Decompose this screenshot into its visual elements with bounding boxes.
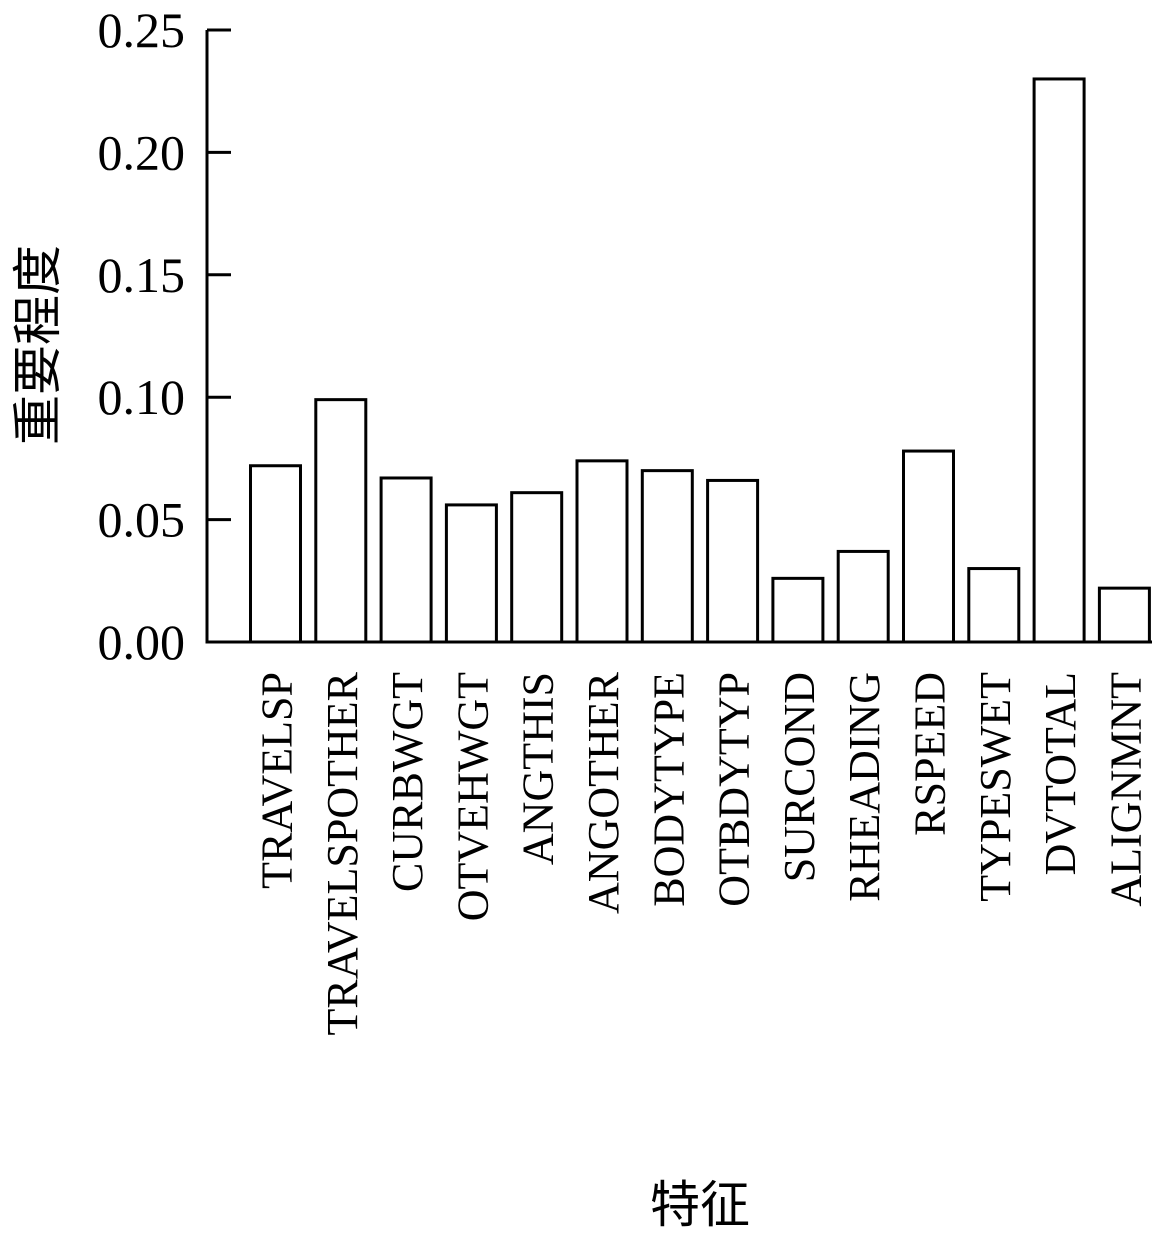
bar-otvehwgt (444, 503, 498, 644)
bar-dvtotal (1032, 77, 1086, 644)
x-tick-label: CURBWGT (383, 672, 432, 892)
x-tick-label: ANGOTHER (579, 671, 628, 914)
x-tick-label: TRAVELSP (253, 672, 302, 889)
y-tick-label: 0.00 (98, 614, 186, 670)
x-tick-label: TYPESWET (971, 672, 1020, 902)
x-tick-label: BODYTYPE (644, 672, 693, 907)
x-tick-label: ANGTHIS (514, 672, 563, 865)
x-tick-label: OTBDYTYP (710, 672, 759, 907)
bar-typeswet (967, 567, 1021, 644)
x-tick-label: SURCOND (775, 672, 824, 882)
x-tick-label: TRAVELSPOTHER (318, 671, 367, 1035)
y-tick-label: 0.10 (98, 369, 186, 425)
axes-layer (205, 30, 1152, 644)
bars-layer (249, 77, 1151, 644)
x-tick-label: ALIGNMNT (1101, 672, 1150, 907)
bar-bodytype (640, 469, 694, 644)
bar-surcond (771, 576, 825, 644)
x-tick-label: DVTOTAL (1036, 672, 1085, 875)
bar-travelsp (249, 464, 302, 644)
bar-curbwgt (379, 476, 433, 644)
y-tick-label: 0.05 (98, 492, 186, 548)
x-tick-label: OTVEHWGT (448, 672, 497, 921)
x-tick-label: RHEADING (840, 672, 889, 902)
bar-otbdytyp (706, 478, 760, 644)
y-axis-title: 重要程度 (10, 245, 66, 445)
x-tick-label: RSPEED (906, 672, 955, 836)
bar-rheading (836, 549, 890, 644)
y-ticks-layer: 0.00 0.05 0.10 0.15 0.20 0.25 (98, 2, 231, 670)
x-labels-layer: TRAVELSP TRAVELSPOTHER CURBWGT OTVEHWGT ANGT… (253, 671, 1151, 1035)
bar-angthis (510, 491, 564, 644)
bar-rspeed (902, 449, 955, 644)
bar-angother (575, 459, 629, 644)
x-axis-title: 特征 (650, 1177, 750, 1233)
y-tick-label: 0.20 (98, 124, 186, 180)
y-tick-label: 0.25 (98, 2, 186, 58)
bar-alignmnt (1097, 586, 1151, 644)
y-tick-label: 0.15 (98, 247, 186, 303)
bar-travelspother (314, 398, 368, 644)
